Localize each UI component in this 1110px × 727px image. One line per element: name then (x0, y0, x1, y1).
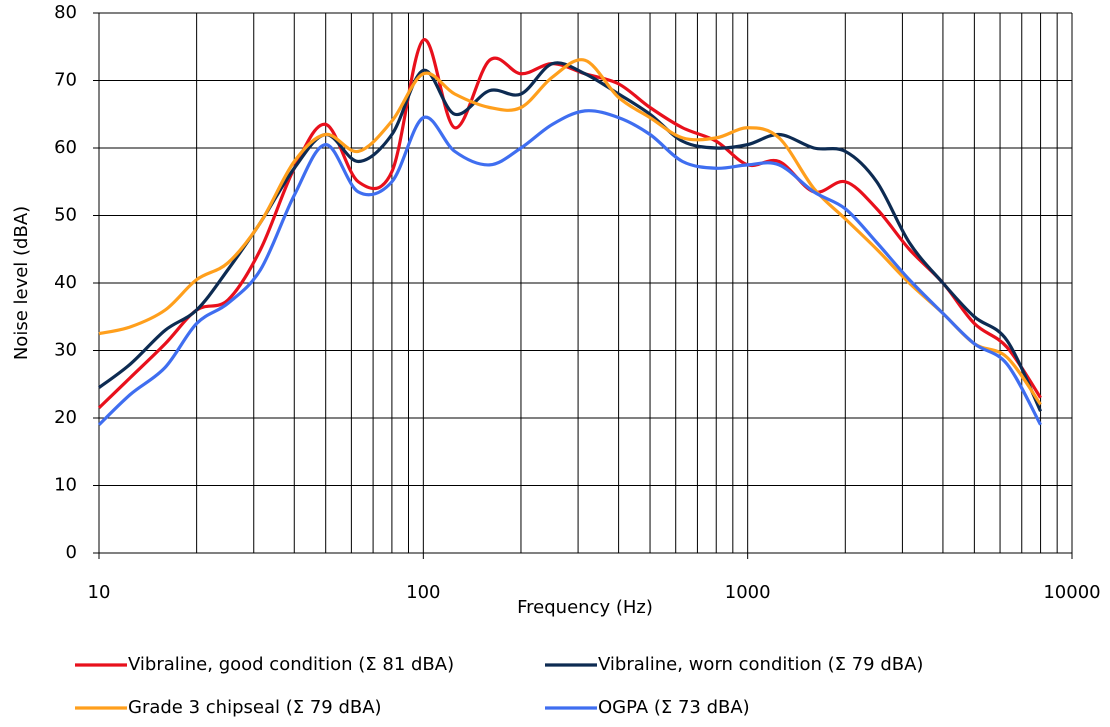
y-tick-label: 20 (54, 407, 77, 428)
x-tick-label: 1000 (725, 582, 771, 603)
y-tick-label: 50 (54, 205, 77, 226)
data-line (97, 109, 1042, 426)
y-tick-label: 40 (54, 272, 77, 293)
y-tick-label: 0 (66, 542, 77, 563)
y-tick-label: 60 (54, 137, 77, 158)
y-tick-label: 10 (54, 475, 77, 496)
y-tick-label: 80 (54, 2, 77, 23)
legend-label: OGPA (Σ 73 dBA) (598, 697, 750, 718)
x-axis-label: Frequency (Hz) (517, 597, 653, 618)
legend-label: Grade 3 chipseal (Σ 79 dBA) (128, 697, 382, 718)
y-tick-label: 30 (54, 340, 77, 361)
data-line (98, 58, 1042, 406)
y-axis-label: Noise level (dBA) (11, 206, 32, 360)
x-tick-label: 10 (88, 582, 111, 603)
x-tick-label: 100 (406, 582, 440, 603)
x-tick-label: 10000 (1043, 582, 1100, 603)
y-tick-label: 70 (54, 70, 77, 91)
legend-label: Vibraline, worn condition (Σ 79 dBA) (598, 654, 923, 675)
legend-label: Vibraline, good condition (Σ 81 dBA) (128, 654, 454, 675)
